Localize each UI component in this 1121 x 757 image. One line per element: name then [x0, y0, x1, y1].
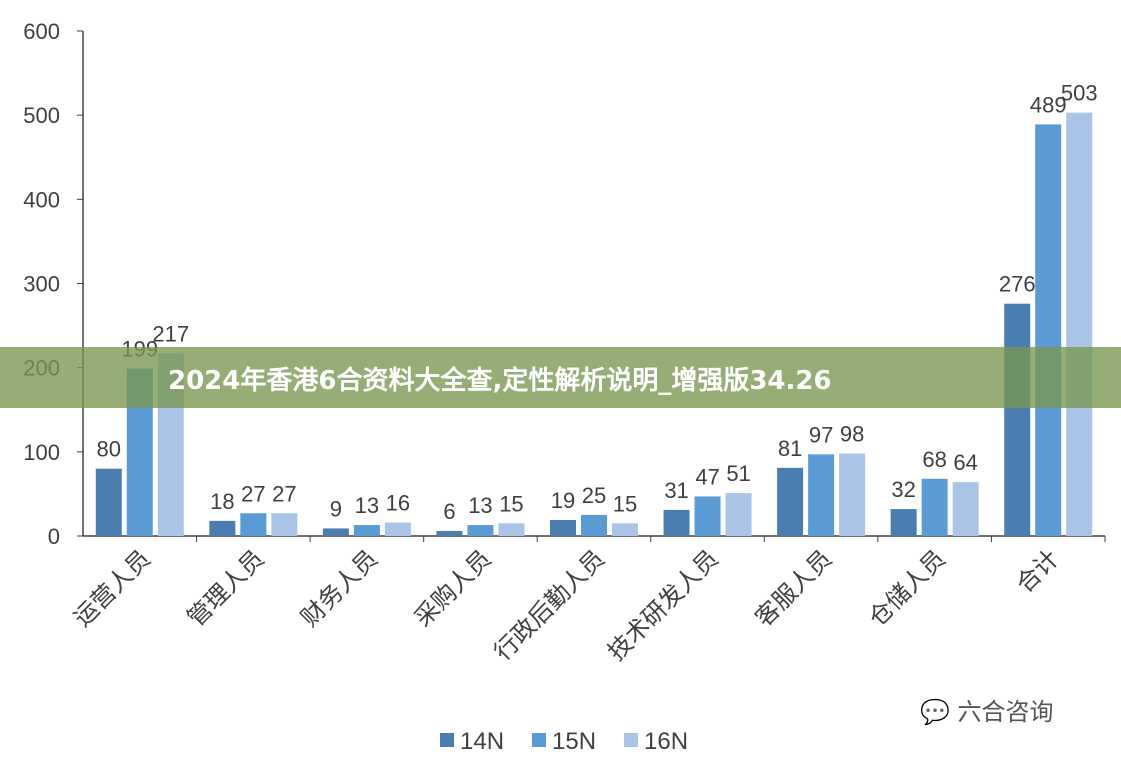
bar-16N [384, 522, 411, 536]
wechat-icon: 💬 [920, 698, 950, 726]
y-tick-label: 400 [23, 187, 60, 212]
bar-14N [436, 530, 463, 536]
bar-16N [498, 523, 525, 536]
data-label: 15 [499, 491, 523, 516]
data-label: 68 [922, 447, 946, 472]
title-banner: 2024年香港6合资料大全查,定性解析说明_增强版34.26 [0, 347, 1121, 408]
x-tick-label: 运营人员 [68, 544, 156, 632]
x-tick-label: 采购人员 [409, 544, 497, 632]
y-tick-label: 500 [23, 103, 60, 128]
data-label: 97 [809, 422, 833, 447]
bar-16N [839, 453, 866, 536]
data-label: 15 [613, 491, 637, 516]
data-label: 81 [778, 436, 802, 461]
data-label: 13 [468, 493, 492, 518]
x-tick-label: 合计 [1011, 544, 1065, 598]
y-tick-label: 100 [23, 440, 60, 465]
data-label: 32 [891, 477, 915, 502]
bar-16N [725, 493, 752, 536]
x-tick-label: 客服人员 [750, 544, 838, 632]
legend-label: 16N [644, 728, 688, 755]
data-label: 217 [152, 321, 189, 346]
data-label: 13 [355, 493, 379, 518]
x-tick-label: 技术研发人员 [602, 544, 724, 666]
data-label: 80 [97, 437, 121, 462]
data-label: 98 [840, 422, 864, 447]
bar-14N [95, 468, 122, 536]
data-label: 27 [241, 481, 265, 506]
data-label: 47 [695, 464, 719, 489]
data-label: 489 [1030, 92, 1067, 117]
data-label: 503 [1061, 81, 1098, 106]
x-tick-label: 仓储人员 [863, 544, 951, 632]
x-tick-label: 管理人员 [182, 544, 270, 632]
watermark: 💬 六合咨询 [920, 692, 1054, 727]
legend-label: 14N [460, 728, 504, 755]
bar-14N [890, 509, 917, 536]
data-label: 25 [582, 483, 606, 508]
data-label: 16 [386, 491, 410, 516]
data-label: 64 [953, 450, 977, 475]
bar-16N [952, 482, 979, 536]
data-label: 9 [330, 496, 342, 521]
bar-14N [663, 509, 690, 536]
bar-15N [921, 478, 948, 536]
bar-15N [694, 496, 721, 536]
bar-14N [209, 520, 236, 536]
legend-swatch-14N [440, 733, 454, 747]
watermark-text: 六合咨询 [957, 698, 1054, 726]
bar-14N [777, 467, 804, 536]
bar-15N [240, 513, 267, 536]
data-label: 6 [443, 499, 455, 524]
y-tick-label: 600 [23, 19, 60, 44]
bar-15N [467, 525, 494, 536]
data-label: 51 [726, 461, 750, 486]
data-label: 27 [272, 481, 296, 506]
data-label: 19 [551, 488, 575, 513]
bar-15N [808, 454, 835, 536]
data-label: 31 [664, 478, 688, 503]
legend-swatch-15N [532, 733, 546, 747]
y-tick-label: 300 [23, 272, 60, 297]
bar-14N [550, 520, 576, 536]
bar-16N [271, 513, 298, 536]
bar-16N [612, 523, 638, 536]
bar-15N [1035, 124, 1062, 537]
legend-swatch-16N [624, 733, 638, 747]
legend-label: 15N [552, 728, 596, 755]
banner-text: 2024年香港6合资料大全查,定性解析说明_增强版34.26 [168, 366, 832, 396]
bar-14N [322, 528, 349, 536]
bar-15N [581, 514, 607, 536]
bar-14N [1004, 303, 1031, 536]
y-tick-label: 0 [48, 524, 60, 549]
data-label: 276 [999, 272, 1036, 297]
data-label: 18 [210, 489, 234, 514]
bar-16N [1066, 112, 1093, 537]
bar-15N [353, 525, 380, 536]
x-tick-label: 财务人员 [295, 544, 383, 632]
x-tick-label: 行政后勤人员 [489, 544, 611, 666]
